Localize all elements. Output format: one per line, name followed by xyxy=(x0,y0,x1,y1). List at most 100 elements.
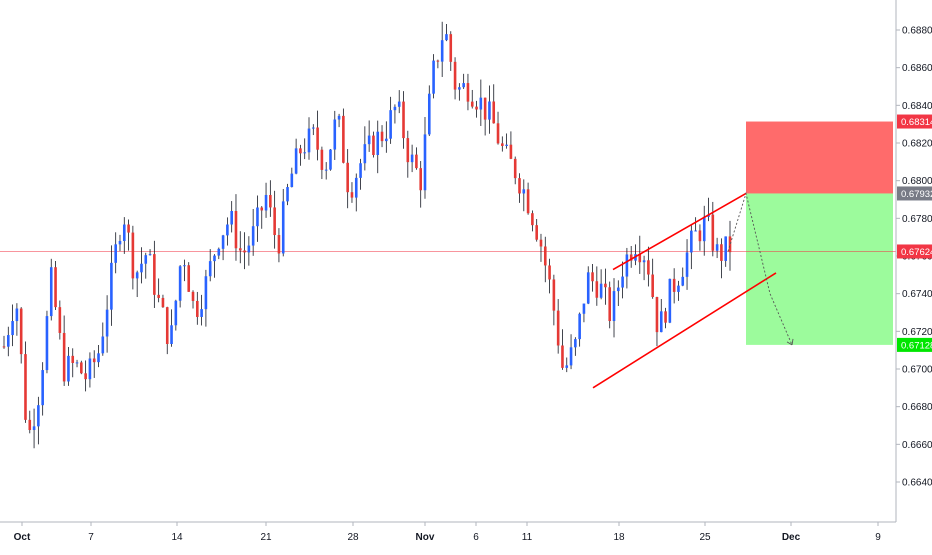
candle-body xyxy=(505,144,508,146)
candle-body xyxy=(625,254,629,277)
candle xyxy=(174,299,178,331)
price-tag-bg xyxy=(897,337,932,352)
candle-body xyxy=(174,300,178,326)
candle-body xyxy=(24,354,27,420)
x-tick-label: 6 xyxy=(473,532,479,543)
candle xyxy=(672,268,676,304)
candle-body xyxy=(681,276,685,286)
candle xyxy=(286,183,289,206)
candle-body xyxy=(647,260,650,275)
candle xyxy=(389,96,392,144)
candle xyxy=(617,280,620,306)
candle-body xyxy=(226,224,229,236)
candle-body xyxy=(694,230,697,232)
candle-body xyxy=(303,152,307,154)
candle xyxy=(320,146,324,180)
candle-body xyxy=(569,347,573,366)
candle-body xyxy=(629,254,633,261)
x-tick-label: Oct xyxy=(14,532,31,543)
candle-body xyxy=(213,255,216,262)
candle-body xyxy=(385,138,388,142)
candle xyxy=(376,120,380,174)
candle-body xyxy=(54,267,57,308)
price-tag-bg xyxy=(897,114,932,129)
candle-body xyxy=(698,230,702,242)
candle xyxy=(32,408,36,449)
candle-body xyxy=(354,177,358,198)
candle xyxy=(690,224,693,270)
candle-body xyxy=(488,101,491,120)
candle-body xyxy=(655,297,659,333)
candle xyxy=(316,110,319,161)
candle-body xyxy=(316,127,319,150)
candle-body xyxy=(397,101,401,107)
candle-body xyxy=(578,313,581,340)
candle-body xyxy=(574,339,577,348)
candle xyxy=(213,254,216,278)
candle xyxy=(45,310,49,374)
candle xyxy=(535,218,538,242)
candle-body xyxy=(264,194,268,211)
candle xyxy=(440,21,444,77)
x-tick-label: 28 xyxy=(347,532,359,543)
candle-body xyxy=(548,265,551,280)
candle-body xyxy=(312,127,315,129)
candle-body xyxy=(522,189,526,194)
channel-lower-line[interactable] xyxy=(592,272,777,389)
candle-body xyxy=(135,272,139,279)
candle-body xyxy=(346,162,349,193)
candle xyxy=(49,258,53,321)
candle-body xyxy=(556,310,560,346)
candle xyxy=(204,269,208,327)
candle xyxy=(67,346,70,386)
candle-body xyxy=(531,213,534,226)
candle-body xyxy=(402,101,405,139)
candle-body xyxy=(277,235,281,254)
candle xyxy=(685,239,689,290)
candle xyxy=(526,182,530,215)
candle xyxy=(88,352,92,388)
candle xyxy=(569,334,573,370)
candle-body xyxy=(101,336,105,354)
candle-body xyxy=(565,365,569,368)
candle xyxy=(131,225,135,290)
candle-body xyxy=(415,154,418,169)
candle-body xyxy=(621,276,624,288)
candle xyxy=(15,303,19,336)
x-tick-label: 25 xyxy=(699,532,711,543)
price-tag-label: 0.67932 xyxy=(901,189,932,200)
candle xyxy=(273,190,276,249)
candle xyxy=(230,201,233,233)
candle-body xyxy=(638,254,642,263)
candle xyxy=(479,79,483,126)
price-tag: 0.67624 xyxy=(897,244,932,259)
price-tag: 0.68314 xyxy=(897,114,932,129)
candle-body xyxy=(501,143,504,146)
candle xyxy=(19,307,23,364)
candle xyxy=(629,246,633,268)
candle xyxy=(92,350,96,378)
candle-body xyxy=(617,287,620,292)
candle xyxy=(608,281,612,329)
candle-body xyxy=(642,260,646,263)
candle-body xyxy=(342,115,345,163)
candle-body xyxy=(165,307,169,345)
candle xyxy=(531,210,534,232)
position-zones xyxy=(746,121,893,345)
candle xyxy=(406,130,410,178)
x-tick-label: Nov xyxy=(416,532,435,543)
candle-body xyxy=(105,309,109,337)
candle xyxy=(24,341,27,423)
candle xyxy=(329,149,332,171)
candle xyxy=(238,231,242,264)
candle-body xyxy=(543,246,547,266)
candle-body xyxy=(591,272,594,282)
channel-upper-line[interactable] xyxy=(612,192,747,271)
projection-path[interactable] xyxy=(727,191,793,346)
candle-body xyxy=(363,144,367,164)
candle-body xyxy=(260,207,264,211)
candle-body xyxy=(307,128,311,153)
candle-body xyxy=(462,83,465,88)
candle-body xyxy=(376,131,380,156)
